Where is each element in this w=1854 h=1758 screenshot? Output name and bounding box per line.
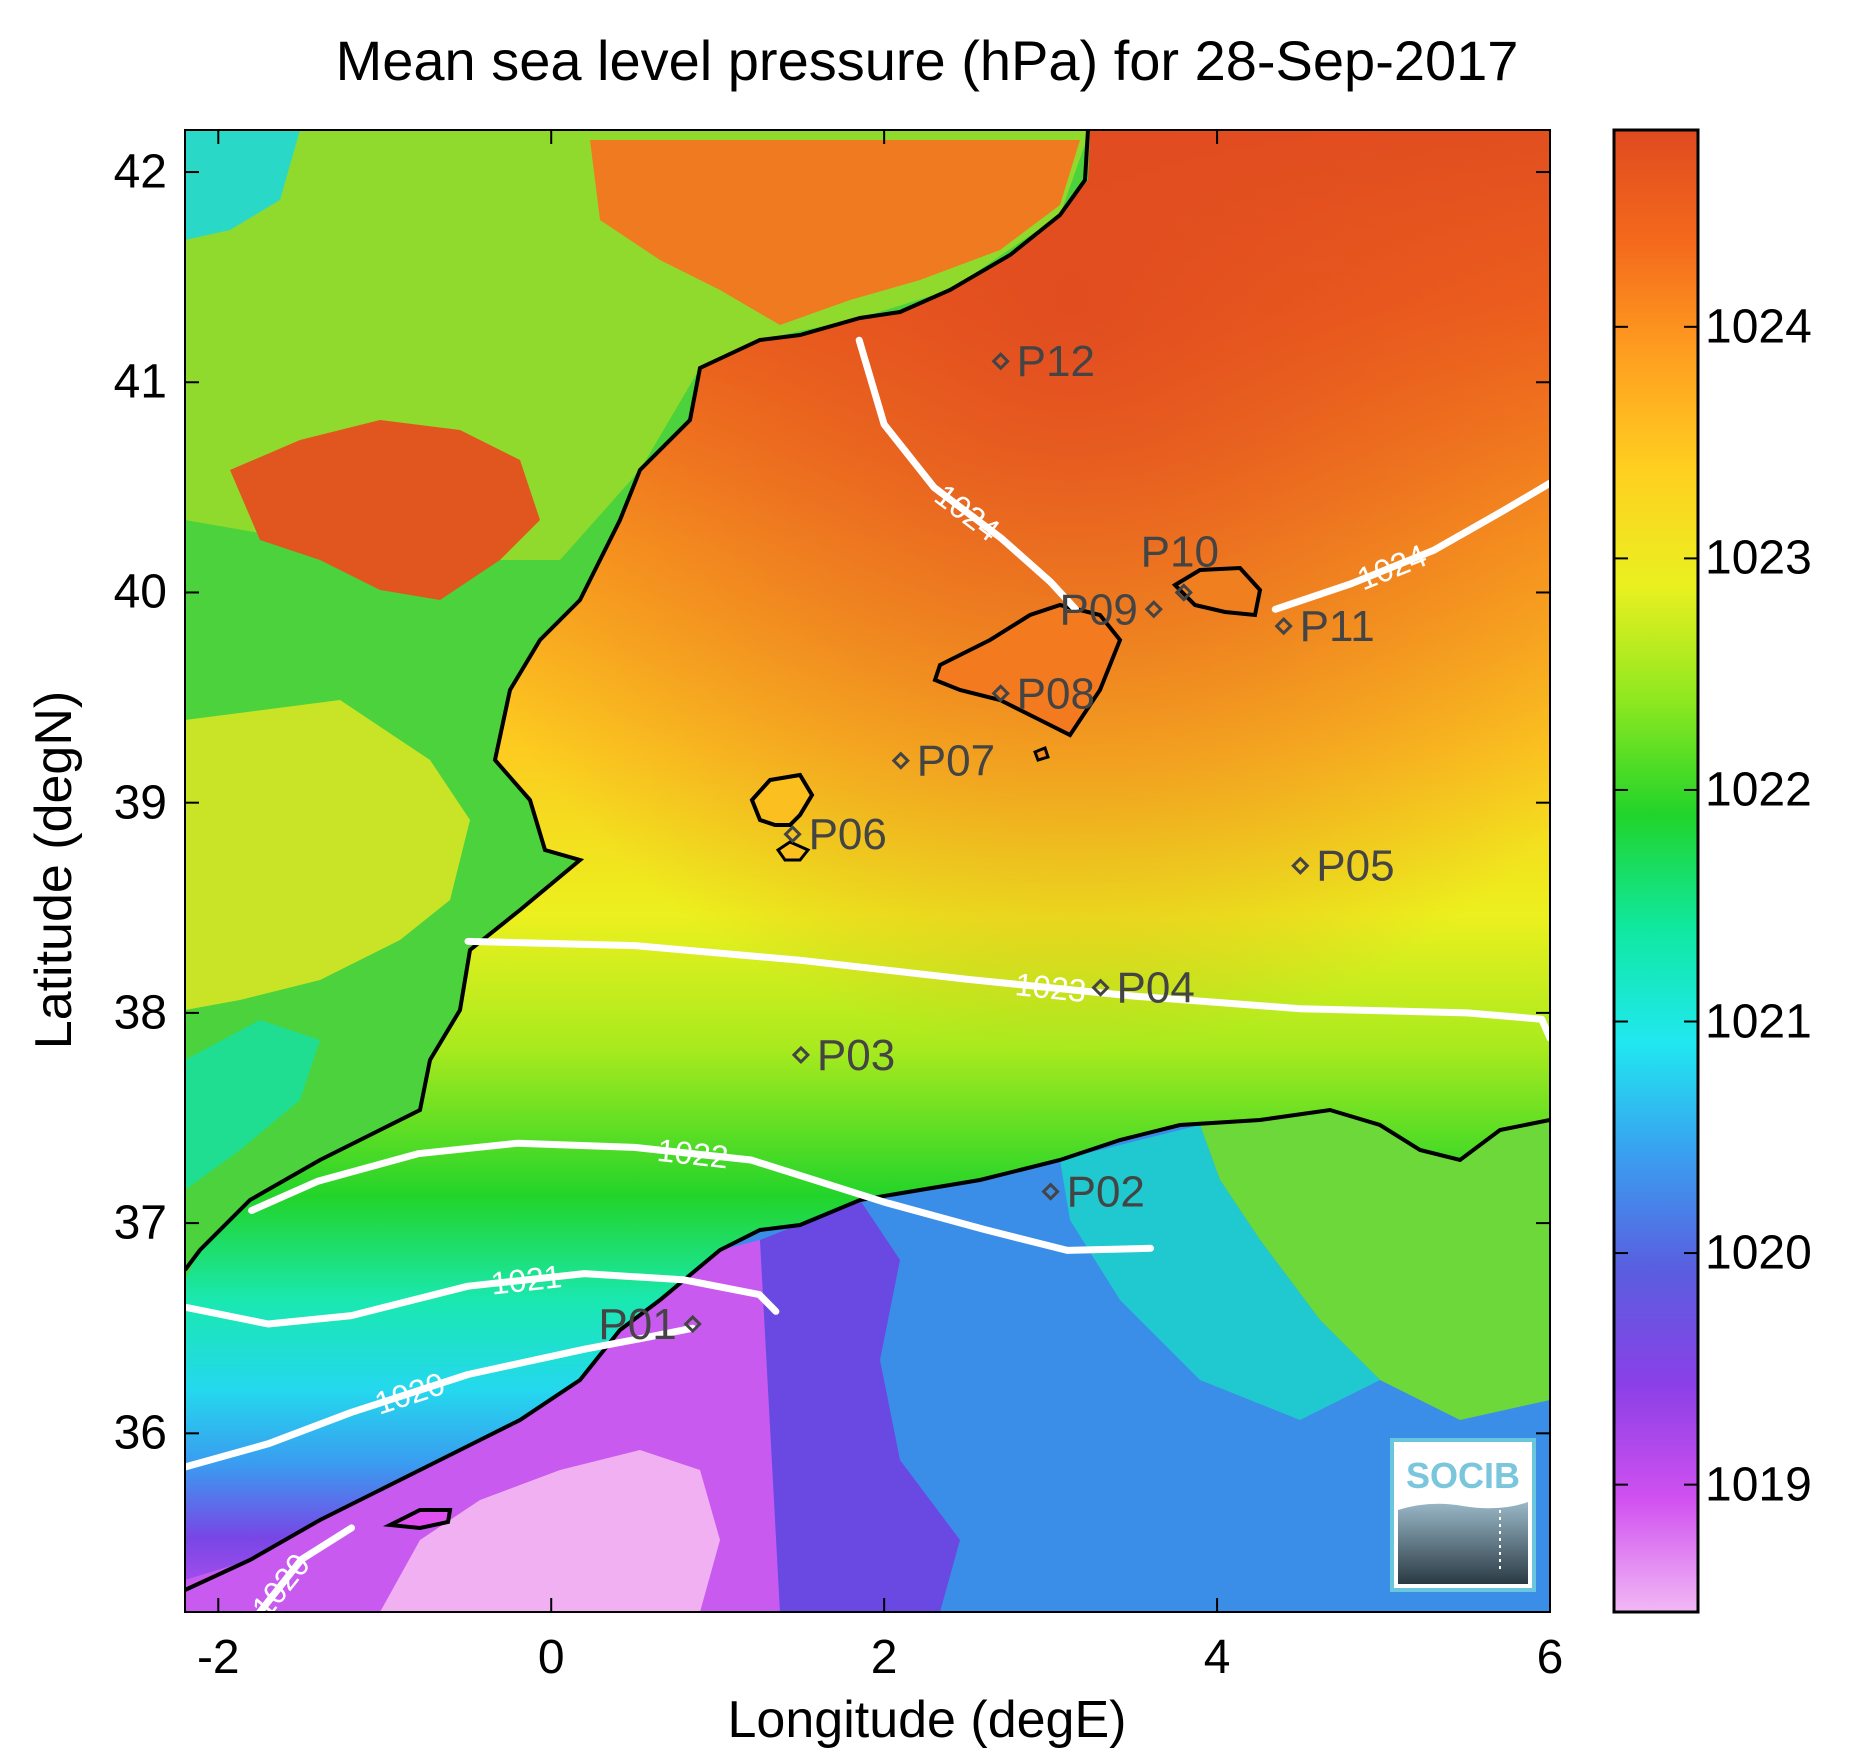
island-ibiza — [749, 772, 815, 827]
axis-ticks — [185, 130, 1551, 1612]
chart-title: Mean sea level pressure (hPa) for 28-Sep… — [335, 29, 1519, 92]
station-marker-p04 — [1091, 978, 1110, 997]
station-marker-p06 — [783, 825, 802, 844]
isobar-label-1021: 1021 — [489, 1258, 564, 1301]
station-label-p09: P09 — [1060, 585, 1138, 634]
y-tick-label: 38 — [113, 986, 167, 1040]
isobar-line-1022 — [248, 1139, 1154, 1254]
socib-logo-text: SOCIB — [1406, 1455, 1520, 1496]
isobar-label-1022: 1022 — [655, 1132, 730, 1175]
x-tick-label: -2 — [196, 1631, 240, 1684]
island-formentera — [775, 840, 811, 862]
colorbar-tick-label: 1024 — [1705, 300, 1812, 354]
x-tick-label: 4 — [1203, 1631, 1231, 1684]
colorbar-fill — [1614, 130, 1698, 1612]
land-north-africa-pink — [380, 1450, 720, 1612]
y-tick-label: 41 — [113, 355, 167, 409]
station-label-p08: P08 — [1017, 669, 1095, 718]
station-marker-p10 — [1174, 583, 1193, 602]
isobar-line-1024 — [1271, 479, 1550, 613]
colorbar-tick-label: 1022 — [1705, 763, 1812, 817]
station-marker-p08 — [991, 684, 1010, 703]
y-tick-label: 37 — [113, 1196, 167, 1250]
station-label-p02: P02 — [1067, 1168, 1145, 1217]
x-axis-label: Longitude (degE) — [727, 1691, 1127, 1749]
station-label-p03: P03 — [817, 1031, 895, 1080]
station-marker-p01 — [683, 1314, 702, 1334]
colorbar-tick-label: 1023 — [1705, 531, 1812, 585]
y-tick-label: 42 — [113, 145, 167, 199]
land-iberia-southwest — [185, 1020, 320, 1190]
station-marker-p02 — [1041, 1182, 1060, 1201]
x-tick-label: 6 — [1536, 1631, 1564, 1684]
colorbar-tick-label: 1020 — [1705, 1226, 1812, 1280]
station-label-p05: P05 — [1316, 842, 1394, 891]
land-north-africa-mid — [760, 1200, 960, 1612]
colorbar-tick-label: 1021 — [1705, 995, 1812, 1049]
isobar-line-1020 — [185, 1324, 697, 1471]
x-tick-label: 0 — [537, 1631, 565, 1684]
station-marker-p09 — [1144, 600, 1163, 619]
isobar-label-1023: 1023 — [1013, 966, 1087, 1009]
colorbar-tick-label: 1019 — [1705, 1458, 1812, 1512]
land-iberia-west-cyan — [185, 130, 300, 240]
coastline-north-africa — [185, 1107, 1550, 1592]
land-iberia-mountains — [590, 140, 1080, 325]
x-tick-label: 2 — [870, 1631, 898, 1684]
isobar-line-1020 — [256, 1524, 355, 1612]
station-marker-p12 — [991, 352, 1010, 371]
isobar-line-1023 — [464, 937, 1550, 1042]
station-label-p07: P07 — [917, 737, 995, 786]
isobar-line-1024 — [855, 336, 1080, 613]
colorbar — [1612, 128, 1700, 1614]
y-tick-label: 36 — [113, 1406, 167, 1460]
coastline-iberia — [185, 130, 1090, 1272]
station-label-p12: P12 — [1017, 337, 1095, 386]
station-label-p01: P01 — [598, 1300, 676, 1349]
land-north-africa-east-cyan — [1060, 1125, 1380, 1420]
land-iberia-central-high — [230, 420, 540, 600]
island-mallorca — [932, 602, 1123, 738]
station-marker-p07 — [891, 751, 910, 770]
island-alboran — [382, 1508, 453, 1531]
island-menorca — [1171, 565, 1263, 618]
map-frame — [184, 129, 1551, 1613]
y-axis-label: Latitude (degN) — [25, 690, 83, 1050]
land-iberia-coastal-yellow — [185, 700, 470, 1010]
island-cabrera — [1033, 746, 1050, 762]
colorbar-frame — [1612, 128, 1700, 1614]
y-tick-label: 39 — [113, 776, 167, 830]
station-marker-p11 — [1274, 616, 1293, 636]
station-marker-p05 — [1291, 856, 1310, 875]
station-label-p10: P10 — [1141, 527, 1219, 576]
station-label-p11: P11 — [1300, 602, 1375, 651]
land-north-africa-east-green — [1200, 1110, 1550, 1420]
station-label-p06: P06 — [809, 810, 887, 859]
station-marker-p03 — [791, 1045, 811, 1065]
socib-logo: SOCIB — [1390, 1438, 1536, 1592]
isobar-line-1021 — [185, 1270, 780, 1328]
y-tick-label: 40 — [113, 565, 167, 619]
station-label-p04: P04 — [1117, 964, 1195, 1013]
